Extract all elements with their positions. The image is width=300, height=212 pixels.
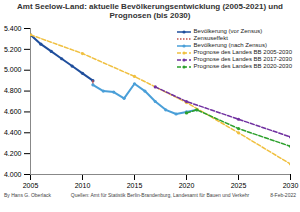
html-text:Prognose des Landes BB 2017-20: Prognose des Landes BB 2017-2030 [193, 56, 292, 62]
svg-text:5.400: 5.400 [4, 25, 22, 32]
html-text:Bevölkerung (nach Zensus): Bevölkerung (nach Zensus) [193, 42, 267, 48]
svg-text:2005: 2005 [23, 182, 39, 189]
svg-text:4.800: 4.800 [4, 87, 22, 94]
html-text:Prognose des Landes BB 2020-20: Prognose des Landes BB 2020-2030 [193, 63, 292, 69]
svg-text:2010: 2010 [75, 182, 91, 189]
svg-text:5.000: 5.000 [4, 66, 22, 73]
svg-text:2030: 2030 [283, 182, 299, 189]
svg-text:5.200: 5.200 [4, 46, 22, 53]
svg-text:2020: 2020 [179, 182, 195, 189]
svg-text:4.400: 4.400 [4, 129, 22, 136]
html-text:Amt Seelow-Land: aktuelle Bevö: Amt Seelow-Land: aktuelle Bevölkerungsen… [17, 2, 283, 20]
svg-text:2015: 2015 [127, 182, 143, 189]
html-text:8-Feb-2022: 8-Feb-2022 [270, 192, 296, 198]
html-text:Quellen: Amt für Statistik Ber: Quellen: Amt für Statistik Berlin-Brande… [70, 192, 250, 198]
svg-text:4.600: 4.600 [4, 108, 22, 115]
html-text:Prognose des Landes BB 2005-20: Prognose des Landes BB 2005-2030 [193, 49, 292, 55]
svg-text:4.000: 4.000 [4, 171, 22, 178]
html-text:By Hans G. Oberlack: By Hans G. Oberlack [4, 192, 51, 198]
svg-text:2025: 2025 [231, 182, 247, 189]
svg-text:4.200: 4.200 [4, 150, 22, 157]
html-text:Zensuseffekt: Zensuseffekt [193, 35, 228, 41]
html-text:Bevölkerung (vor Zensus): Bevölkerung (vor Zensus) [193, 28, 263, 34]
